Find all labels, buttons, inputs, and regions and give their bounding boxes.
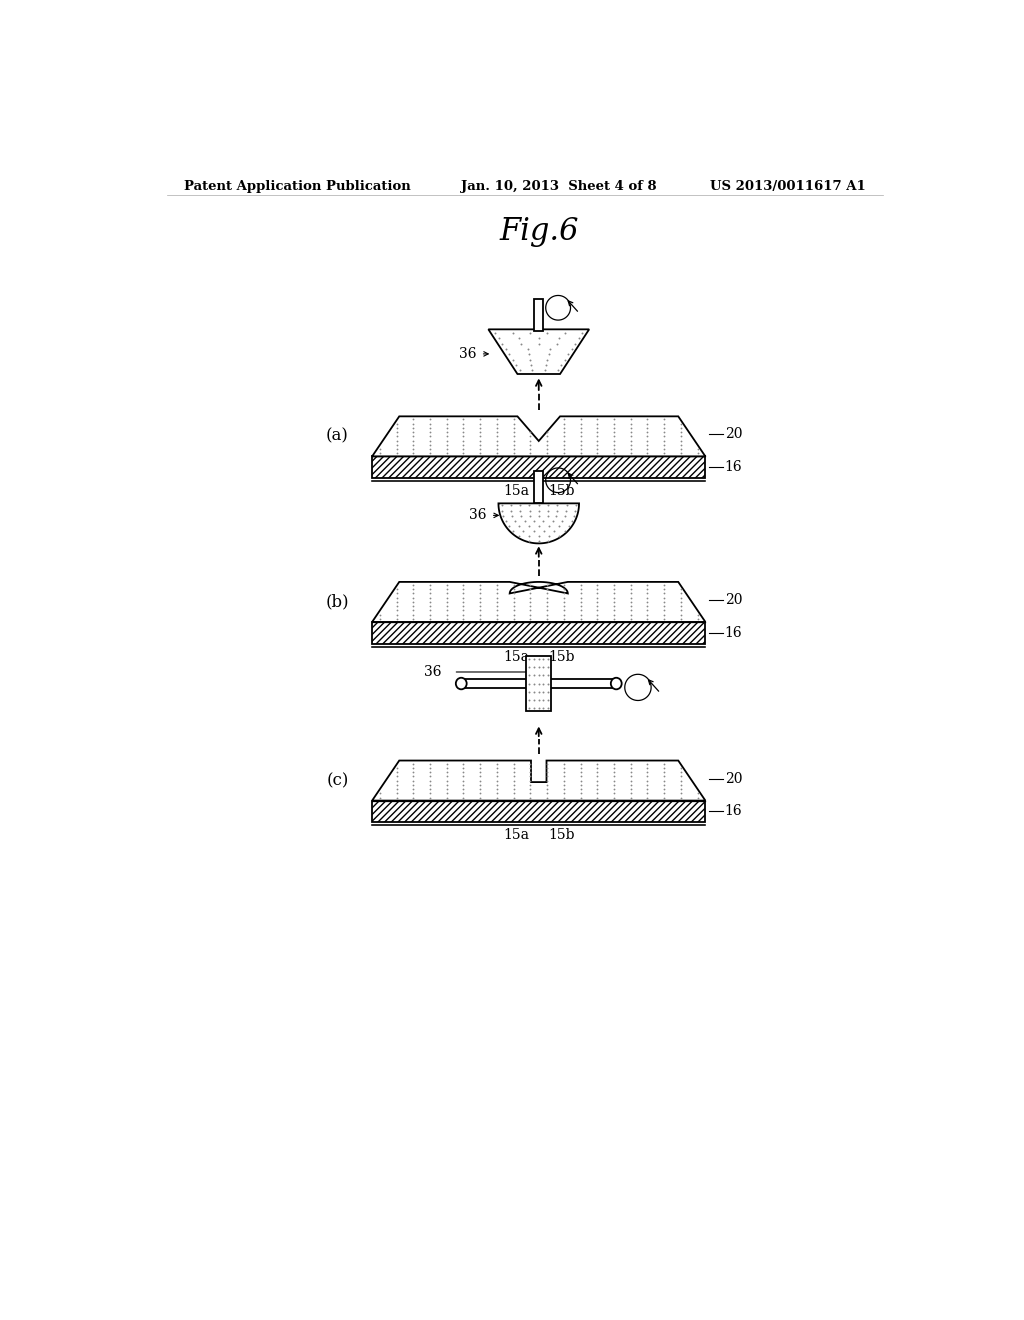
Text: 15b: 15b — [548, 649, 574, 664]
Text: 15b: 15b — [548, 829, 574, 842]
Text: Fig.6: Fig.6 — [499, 216, 579, 247]
Text: (b): (b) — [326, 594, 349, 610]
Text: (c): (c) — [327, 772, 349, 789]
Text: Patent Application Publication: Patent Application Publication — [183, 180, 411, 193]
Text: 36: 36 — [459, 347, 477, 360]
Text: (a): (a) — [326, 428, 349, 445]
Polygon shape — [372, 457, 706, 478]
Text: US 2013/0011617 A1: US 2013/0011617 A1 — [710, 180, 866, 193]
Text: Jan. 10, 2013  Sheet 4 of 8: Jan. 10, 2013 Sheet 4 of 8 — [461, 180, 656, 193]
Text: 36: 36 — [424, 665, 442, 678]
Polygon shape — [372, 582, 706, 622]
Text: 16: 16 — [725, 626, 742, 640]
Text: 16: 16 — [725, 804, 742, 818]
Ellipse shape — [456, 677, 467, 689]
Text: 15a: 15a — [504, 649, 529, 664]
Text: 15b: 15b — [548, 484, 574, 498]
Polygon shape — [535, 471, 543, 503]
Text: 15a: 15a — [504, 484, 529, 498]
Polygon shape — [372, 760, 706, 800]
Text: 20: 20 — [725, 428, 742, 441]
Text: 36: 36 — [469, 508, 486, 523]
Polygon shape — [372, 800, 706, 822]
Ellipse shape — [611, 677, 622, 689]
Text: 16: 16 — [725, 461, 742, 474]
Text: 15a: 15a — [504, 829, 529, 842]
Polygon shape — [488, 330, 589, 374]
Text: 20: 20 — [725, 772, 742, 785]
Polygon shape — [526, 656, 551, 711]
Polygon shape — [499, 503, 579, 544]
Text: 20: 20 — [725, 593, 742, 607]
Polygon shape — [372, 622, 706, 644]
Polygon shape — [535, 298, 543, 331]
Polygon shape — [372, 416, 706, 457]
